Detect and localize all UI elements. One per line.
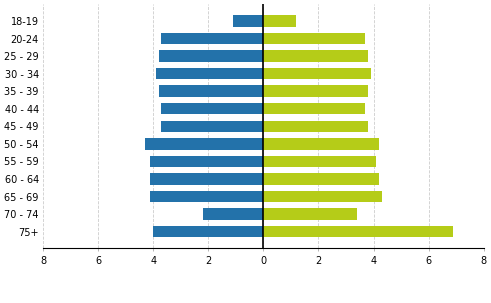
Bar [263, 226, 454, 237]
Bar [263, 33, 365, 44]
Bar [263, 121, 368, 132]
Bar [153, 226, 263, 237]
Bar [263, 173, 379, 185]
Bar [150, 191, 263, 202]
Bar [263, 103, 365, 115]
Bar [145, 138, 263, 150]
Bar [263, 156, 376, 167]
Bar [263, 50, 368, 62]
Bar [156, 68, 263, 79]
Bar [162, 121, 263, 132]
Bar [162, 33, 263, 44]
Bar [263, 208, 357, 220]
Bar [150, 156, 263, 167]
Bar [263, 191, 382, 202]
Bar [203, 208, 263, 220]
Bar [263, 138, 379, 150]
Bar [263, 15, 297, 27]
Bar [233, 15, 263, 27]
Bar [263, 68, 371, 79]
Bar [159, 85, 263, 97]
Bar [263, 85, 368, 97]
Bar [150, 173, 263, 185]
Bar [159, 50, 263, 62]
Bar [162, 103, 263, 115]
